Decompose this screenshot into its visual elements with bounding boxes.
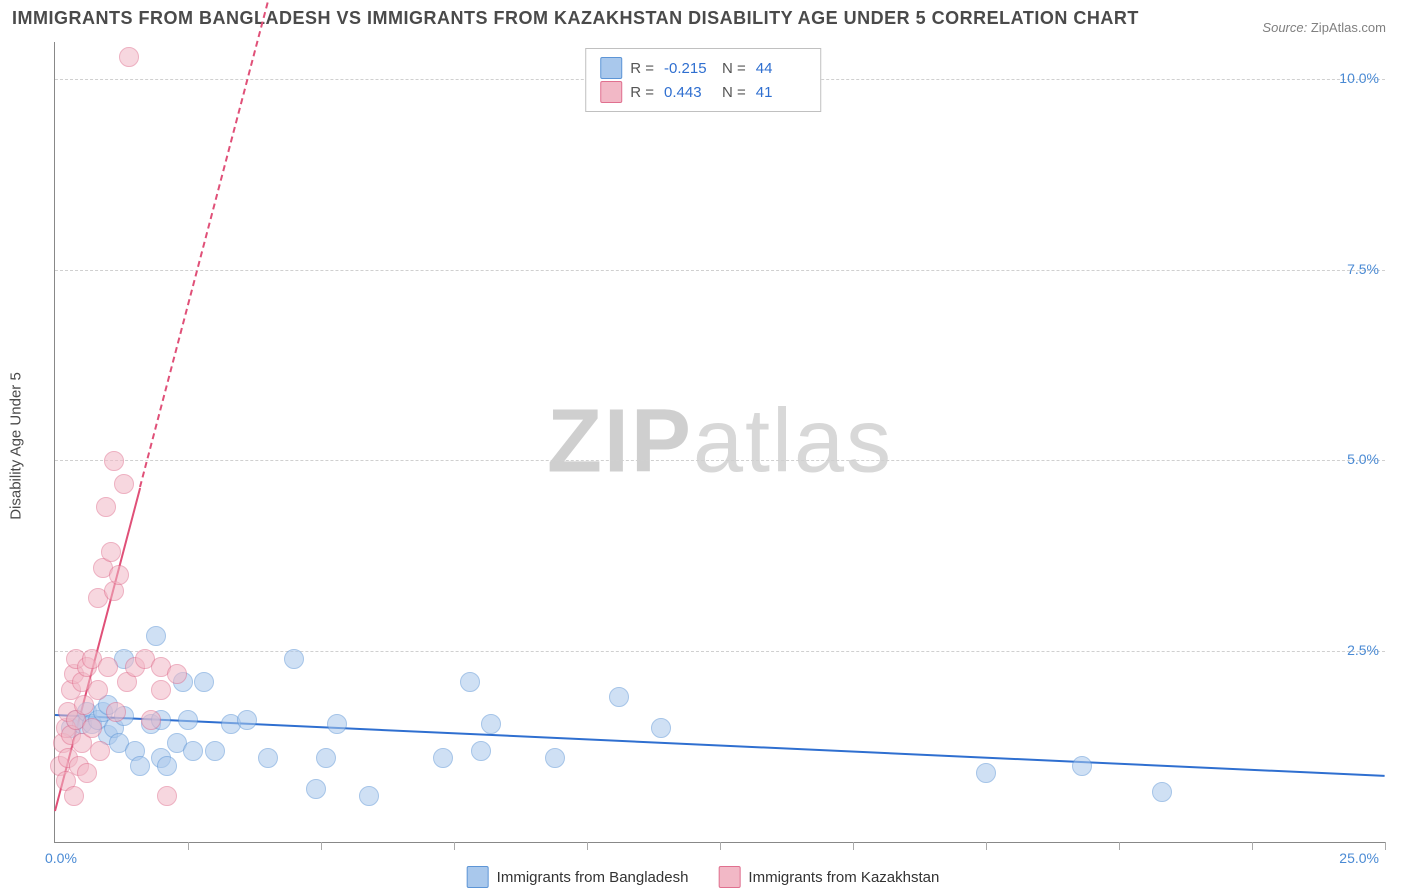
data-point-kazakhstan	[114, 474, 134, 494]
data-point-kazakhstan	[101, 542, 121, 562]
chart-title: IMMIGRANTS FROM BANGLADESH VS IMMIGRANTS…	[12, 8, 1139, 29]
data-point-bangladesh	[359, 786, 379, 806]
n-value-kazakhstan: 41	[756, 84, 806, 101]
data-point-bangladesh	[545, 748, 565, 768]
data-point-bangladesh	[130, 756, 150, 776]
data-point-bangladesh	[237, 710, 257, 730]
x-tick	[321, 842, 322, 850]
y-tick-label: 5.0%	[1347, 451, 1379, 467]
data-point-bangladesh	[460, 672, 480, 692]
data-point-kazakhstan	[167, 664, 187, 684]
y-tick-label: 2.5%	[1347, 642, 1379, 658]
data-point-bangladesh	[194, 672, 214, 692]
data-point-bangladesh	[976, 763, 996, 783]
legend-label-kazakhstan: Immigrants from Kazakhstan	[748, 869, 939, 886]
data-point-kazakhstan	[82, 718, 102, 738]
series-legend: Immigrants from Bangladesh Immigrants fr…	[467, 866, 940, 888]
r-label: R =	[630, 84, 654, 101]
data-point-kazakhstan	[88, 680, 108, 700]
data-point-bangladesh	[205, 741, 225, 761]
data-point-bangladesh	[316, 748, 336, 768]
r-label: R =	[630, 60, 654, 77]
data-point-bangladesh	[183, 741, 203, 761]
data-point-kazakhstan	[106, 702, 126, 722]
x-tick	[454, 842, 455, 850]
data-point-kazakhstan	[104, 451, 124, 471]
stats-legend: R = -0.215 N = 44 R = 0.443 N = 41	[585, 48, 821, 112]
swatch-bangladesh	[467, 866, 489, 888]
x-tick	[853, 842, 854, 850]
data-point-kazakhstan	[151, 680, 171, 700]
gridline	[55, 460, 1385, 461]
data-point-kazakhstan	[77, 763, 97, 783]
r-value-bangladesh: -0.215	[664, 60, 714, 77]
data-point-bangladesh	[327, 714, 347, 734]
y-axis-title: Disability Age Under 5	[8, 372, 25, 520]
data-point-kazakhstan	[119, 47, 139, 67]
stats-row-kazakhstan: R = 0.443 N = 41	[600, 81, 806, 103]
data-point-bangladesh	[157, 756, 177, 776]
source-attribution: Source: ZipAtlas.com	[1262, 20, 1386, 35]
x-tick	[986, 842, 987, 850]
trend-line-kazakhstan	[139, 3, 269, 488]
data-point-bangladesh	[651, 718, 671, 738]
swatch-kazakhstan	[718, 866, 740, 888]
stats-row-bangladesh: R = -0.215 N = 44	[600, 57, 806, 79]
data-point-kazakhstan	[157, 786, 177, 806]
data-point-bangladesh	[146, 626, 166, 646]
data-point-bangladesh	[1152, 782, 1172, 802]
legend-label-bangladesh: Immigrants from Bangladesh	[497, 869, 689, 886]
gridline	[55, 651, 1385, 652]
source-value: ZipAtlas.com	[1311, 20, 1386, 35]
y-tick-label: 10.0%	[1339, 70, 1379, 86]
swatch-kazakhstan	[600, 81, 622, 103]
x-max-label: 25.0%	[1339, 850, 1379, 866]
data-point-kazakhstan	[109, 565, 129, 585]
plot-area: ZIPatlas 0.0% 25.0% 2.5%5.0%7.5%10.0%	[54, 42, 1385, 843]
n-label: N =	[722, 84, 746, 101]
data-point-bangladesh	[178, 710, 198, 730]
data-point-kazakhstan	[141, 710, 161, 730]
watermark-bold: ZIP	[547, 392, 693, 492]
x-tick	[1119, 842, 1120, 850]
gridline	[55, 270, 1385, 271]
x-tick	[1252, 842, 1253, 850]
data-point-kazakhstan	[90, 741, 110, 761]
x-tick	[587, 842, 588, 850]
x-tick	[720, 842, 721, 850]
swatch-bangladesh	[600, 57, 622, 79]
source-label: Source:	[1262, 20, 1307, 35]
data-point-kazakhstan	[64, 786, 84, 806]
data-point-bangladesh	[258, 748, 278, 768]
data-point-bangladesh	[471, 741, 491, 761]
x-tick	[188, 842, 189, 850]
data-point-kazakhstan	[98, 657, 118, 677]
legend-item-bangladesh: Immigrants from Bangladesh	[467, 866, 689, 888]
legend-item-kazakhstan: Immigrants from Kazakhstan	[718, 866, 939, 888]
data-point-bangladesh	[1072, 756, 1092, 776]
data-point-bangladesh	[433, 748, 453, 768]
x-origin-label: 0.0%	[45, 850, 77, 866]
watermark-light: atlas	[693, 392, 893, 492]
watermark: ZIPatlas	[547, 391, 893, 494]
x-tick	[1385, 842, 1386, 850]
data-point-bangladesh	[284, 649, 304, 669]
data-point-bangladesh	[306, 779, 326, 799]
r-value-kazakhstan: 0.443	[664, 84, 714, 101]
data-point-bangladesh	[609, 687, 629, 707]
n-value-bangladesh: 44	[756, 60, 806, 77]
n-label: N =	[722, 60, 746, 77]
y-tick-label: 7.5%	[1347, 261, 1379, 277]
data-point-bangladesh	[481, 714, 501, 734]
data-point-kazakhstan	[96, 497, 116, 517]
